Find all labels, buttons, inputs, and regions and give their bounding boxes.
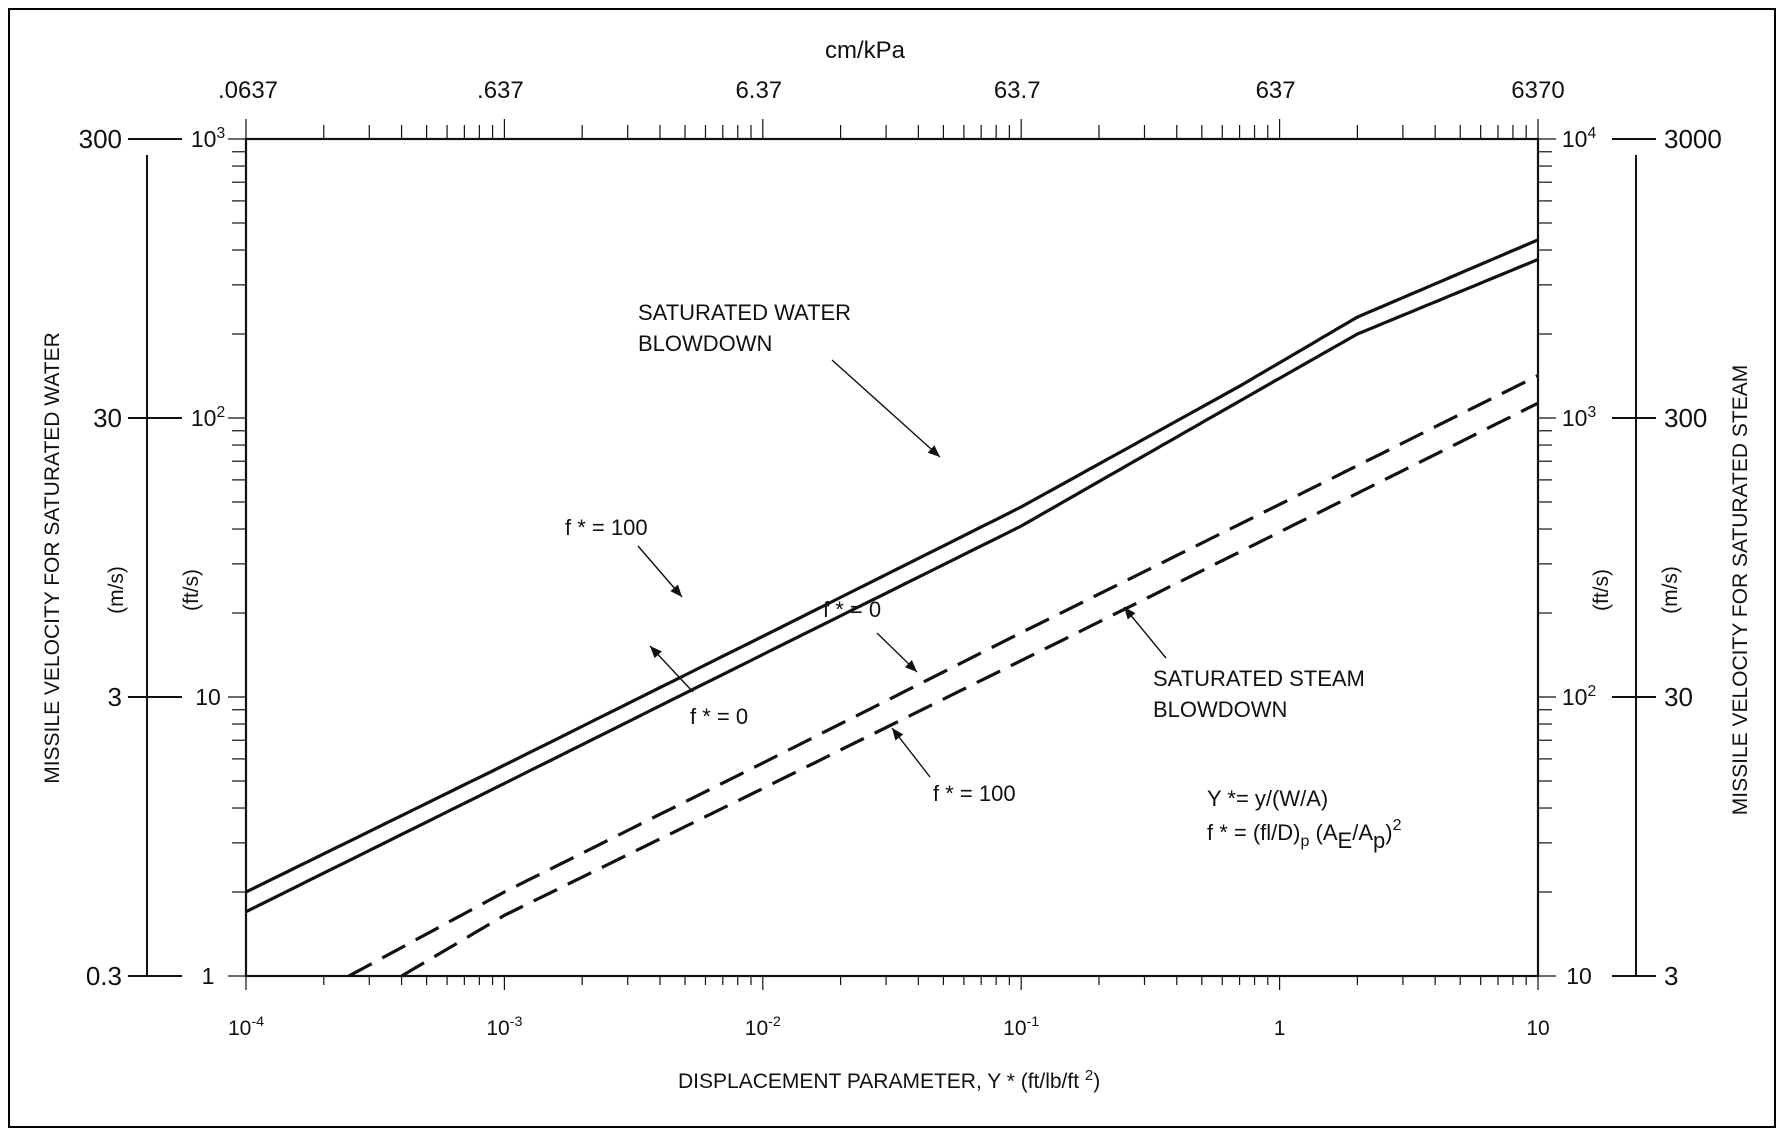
right-ms-label: 30 bbox=[1664, 682, 1693, 712]
formula-sup-2: 2 bbox=[1393, 817, 1402, 834]
top-tick-label: .637 bbox=[477, 77, 524, 104]
formula-part-c: /A bbox=[1352, 820, 1373, 845]
right-axis-title: MISSILE VELOCITY FOR SATURATED STEAM bbox=[1729, 365, 1752, 815]
water-f0-arrow-head bbox=[650, 646, 662, 659]
x-tick-label: 10-1 bbox=[1003, 1014, 1039, 1040]
top-axis-label: cm/kPa bbox=[825, 37, 906, 64]
plot-area bbox=[244, 137, 1540, 978]
water-label-arrow-head bbox=[927, 445, 940, 457]
right-fts-label-base: 10 bbox=[1566, 963, 1592, 989]
formula-sub-p2: p bbox=[1373, 828, 1385, 853]
x-tick-label-base: 10 bbox=[1526, 1017, 1549, 1040]
water-f0-label: f * = 0 bbox=[690, 704, 748, 729]
x-tick-label-exp: -1 bbox=[1027, 1014, 1040, 1030]
left-ms-label: 30 bbox=[93, 403, 122, 433]
water-label-line1: SATURATED WATER bbox=[638, 300, 851, 325]
right-fts-label-exp: 3 bbox=[1587, 404, 1596, 421]
left-fts-label-exp: 2 bbox=[216, 404, 225, 421]
formula-line2: f * = (fl/D)p (AE/Ap)2 bbox=[1207, 817, 1402, 853]
steam-f100-label: f * = 100 bbox=[933, 781, 1016, 806]
x-tick-label-base: 10 bbox=[486, 1017, 509, 1040]
right-fts-label-exp: 4 bbox=[1587, 125, 1596, 142]
x-tick-label-exp: -3 bbox=[510, 1014, 523, 1030]
top-tick-label: .0637 bbox=[218, 77, 278, 104]
x-tick-label-exp: -2 bbox=[768, 1014, 781, 1030]
formula-sub-p: p bbox=[1301, 833, 1310, 850]
right-fts-label-base: 10 bbox=[1562, 126, 1588, 152]
left-fts-label-base: 10 bbox=[191, 126, 217, 152]
water-f100-label: f * = 100 bbox=[565, 515, 648, 540]
top-tick-label: 637 bbox=[1256, 77, 1296, 104]
right-fts-label-base: 10 bbox=[1562, 684, 1588, 710]
x-axis-title-sup: 2 bbox=[1085, 1067, 1093, 1084]
right-fts-label: 103 bbox=[1562, 404, 1596, 431]
left-fts-label: 10 bbox=[195, 684, 221, 710]
steam-label-line1: SATURATED STEAM bbox=[1153, 666, 1365, 691]
x-axis-title-close: ) bbox=[1093, 1070, 1100, 1093]
right-fts-label: 104 bbox=[1562, 125, 1597, 152]
x-axis-title-text: DISPLACEMENT PARAMETER, Y * (ft/lb/ft bbox=[678, 1070, 1079, 1093]
chart-dynamic-layer: 10-4 10-3 10-2 10-1 1 10.0637.637 6.37 63.7 637 6… bbox=[79, 77, 1722, 1040]
top-tick-label: 63.7 bbox=[994, 77, 1041, 104]
figure-frame bbox=[8, 8, 1776, 1128]
water-label-arrow bbox=[831, 359, 941, 458]
right-ms-label: 3 bbox=[1664, 961, 1678, 991]
x-tick-label: 10-2 bbox=[745, 1014, 781, 1040]
steam-f0-arrow-head bbox=[904, 660, 917, 672]
x-tick-label-base: 1 bbox=[1274, 1017, 1286, 1040]
formula-part-b: (A bbox=[1309, 820, 1337, 845]
right-fts-label: 102 bbox=[1562, 683, 1596, 710]
right-fts-label: 10 bbox=[1566, 963, 1592, 989]
right-fts-label-base: 10 bbox=[1562, 405, 1588, 431]
steam-label-arrow-head bbox=[1124, 607, 1136, 620]
x-tick-label: 10-3 bbox=[486, 1014, 522, 1040]
left-fts-label-exp: 3 bbox=[216, 125, 225, 142]
right-fts-label-exp: 2 bbox=[1587, 683, 1596, 700]
left-ms-label: 300 bbox=[79, 124, 122, 154]
left-fts-label-base: 10 bbox=[195, 684, 221, 710]
right-ms-label: 300 bbox=[1664, 403, 1707, 433]
left-unit-fts: (ft/s) bbox=[180, 569, 203, 611]
left-fts-label: 102 bbox=[191, 404, 225, 431]
water-label-line2: BLOWDOWN bbox=[638, 331, 772, 356]
left-fts-label-base: 10 bbox=[191, 405, 217, 431]
formula-part-d: ) bbox=[1385, 820, 1392, 845]
left-axis-title: MISSILE VELOCITY FOR SATURATED WATER bbox=[41, 332, 64, 784]
formula-line1: Y *= y/(W/A) bbox=[1207, 786, 1328, 811]
water-f100-arrow-head bbox=[670, 584, 682, 597]
left-fts-label: 1 bbox=[202, 963, 215, 989]
x-tick-label: 1 bbox=[1274, 1017, 1286, 1040]
left-fts-label: 103 bbox=[191, 125, 225, 152]
steam-curve-f0 bbox=[348, 374, 1539, 978]
left-ms-label: 3 bbox=[108, 682, 122, 712]
right-unit-fts: (ft/s) bbox=[1590, 569, 1613, 611]
steam-label-line2: BLOWDOWN bbox=[1153, 697, 1287, 722]
steam-f100-arrow-head bbox=[892, 728, 904, 741]
x-tick-label: 10-4 bbox=[228, 1014, 264, 1040]
left-unit-ms: (m/s) bbox=[105, 566, 128, 614]
left-fts-label-base: 1 bbox=[202, 963, 215, 989]
x-tick-label-exp: -4 bbox=[251, 1014, 264, 1030]
water-curve-f0 bbox=[245, 258, 1539, 914]
x-tick-label-base: 10 bbox=[745, 1017, 768, 1040]
left-ms-label: 0.3 bbox=[86, 961, 122, 991]
right-unit-ms: (m/s) bbox=[1659, 566, 1682, 614]
top-tick-label: 6.37 bbox=[735, 77, 782, 104]
top-tick-label: 6370 bbox=[1511, 77, 1564, 104]
steam-curve-f100 bbox=[400, 401, 1539, 978]
x-tick-label-base: 10 bbox=[228, 1017, 251, 1040]
x-axis-title: DISPLACEMENT PARAMETER, Y * (ft/lb/ft 2) bbox=[678, 1067, 1100, 1093]
right-ms-label: 3000 bbox=[1664, 124, 1722, 154]
formula-sub-e: E bbox=[1338, 828, 1353, 853]
x-tick-label-base: 10 bbox=[1003, 1017, 1026, 1040]
formula-part-a: f * = (fl/D) bbox=[1207, 820, 1301, 845]
water-curve-f100 bbox=[245, 238, 1539, 894]
x-tick-label: 10 bbox=[1526, 1017, 1549, 1040]
